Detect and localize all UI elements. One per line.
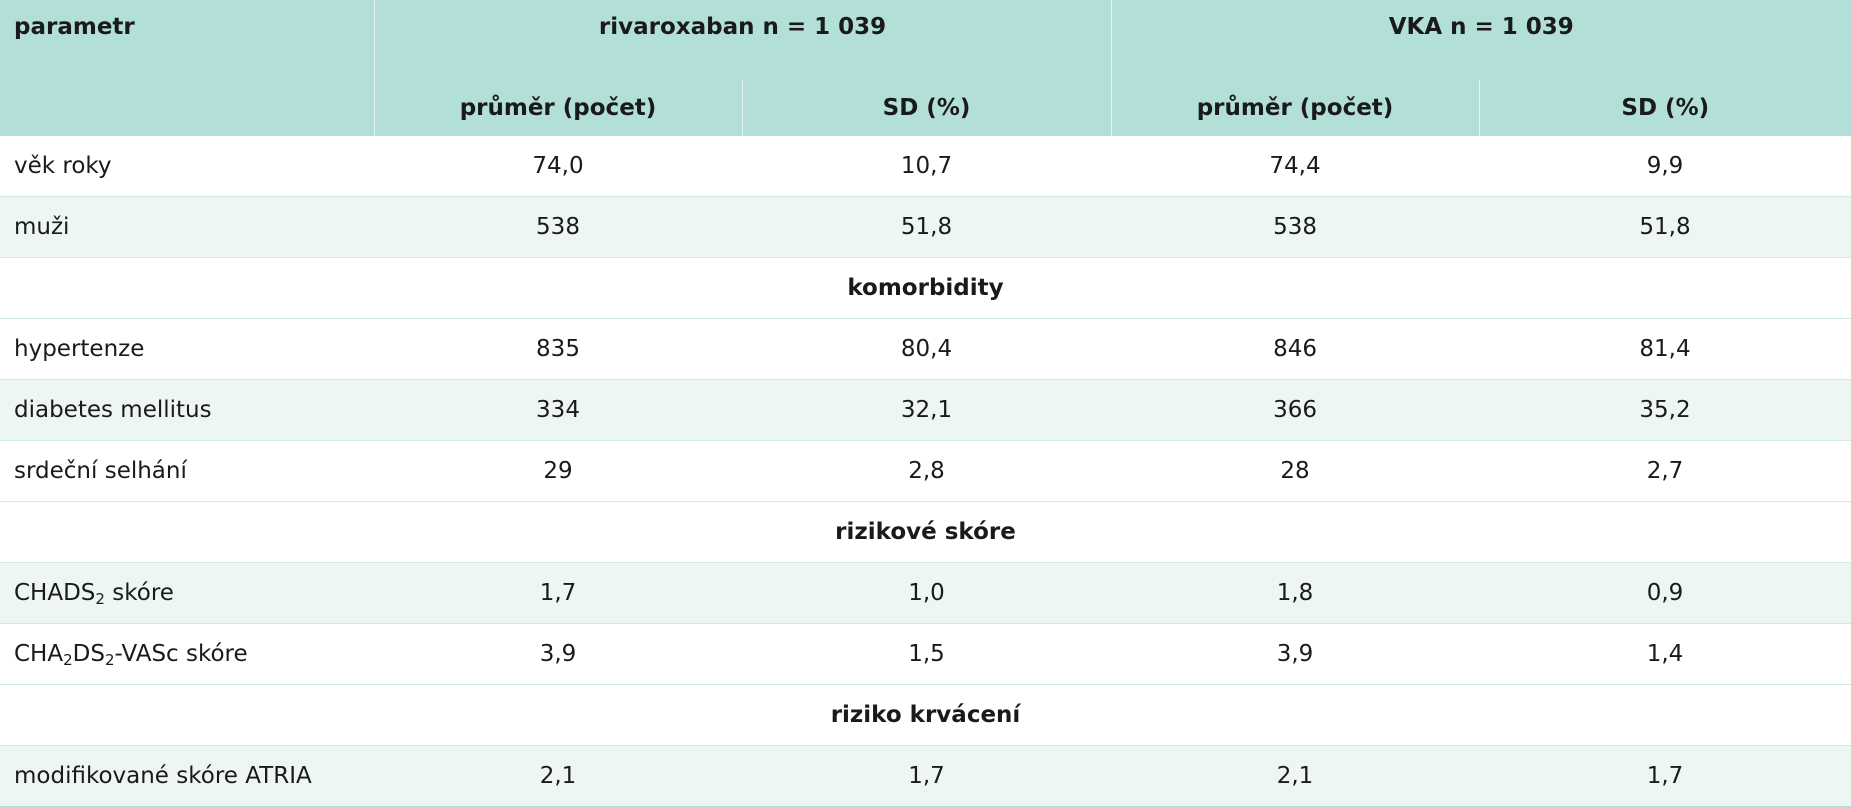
cell-v2: 1,0: [742, 562, 1112, 624]
table-row: modifikované skóre ATRIA 2,1 1,7 2,1 1,7: [0, 745, 1851, 807]
cell-v2: 10,7: [742, 136, 1112, 197]
table-row: muži 538 51,8 538 51,8: [0, 196, 1851, 258]
cell-v3: 74,4: [1111, 136, 1480, 197]
table-row: srdeční selhání 29 2,8 28 2,7: [0, 440, 1851, 502]
row-label: muži: [0, 196, 374, 258]
header-parametr: parametr: [0, 0, 374, 136]
section-title: rizikové skóre: [0, 501, 1851, 563]
subheader-vka-sd: SD (%): [1478, 80, 1851, 136]
cell-v3: 538: [1111, 196, 1480, 258]
section-row: rizikové skóre: [0, 501, 1851, 563]
subheader-rivaroxaban-mean: průměr (počet): [373, 80, 742, 136]
cell-v3: 2,1: [1111, 745, 1480, 807]
header-rivaroxaban-group: rivaroxaban n = 1 039: [373, 0, 1112, 80]
cell-v2: 1,7: [742, 745, 1112, 807]
cell-v3: 28: [1111, 440, 1480, 502]
table-body: věk roky 74,0 10,7 74,4 9,9 muži 538 51,8 538 51,…: [0, 136, 1851, 807]
cell-v3: 846: [1111, 318, 1480, 380]
cell-v1: 334: [374, 379, 742, 441]
row-label: srdeční selhání: [0, 440, 374, 502]
table-row: CHA2DS2-VASc skóre 3,9 1,5 3,9 1,4: [0, 623, 1851, 685]
label-subscript: 2: [95, 590, 105, 608]
header-vka-group: VKA n = 1 039: [1110, 0, 1851, 80]
cell-v2: 80,4: [742, 318, 1112, 380]
row-label: hypertenze: [0, 318, 374, 380]
label-subscript: 2: [104, 651, 115, 669]
label-text: skóre: [104, 580, 174, 606]
cell-v3: 1,8: [1111, 562, 1480, 624]
cell-v4: 81,4: [1479, 318, 1851, 380]
cell-v2: 32,1: [742, 379, 1112, 441]
subheader-rivaroxaban-sd: SD (%): [741, 80, 1112, 136]
section-row: riziko krvácení: [0, 684, 1851, 746]
cell-v1: 29: [374, 440, 742, 502]
row-label: modifikované skóre ATRIA: [0, 745, 374, 807]
section-title: komorbidity: [0, 257, 1851, 319]
cell-v1: 1,7: [374, 562, 742, 624]
row-label: CHA2DS2-VASc skóre: [0, 623, 374, 685]
cell-v4: 51,8: [1479, 196, 1851, 258]
table-row: diabetes mellitus 334 32,1 366 35,2: [0, 379, 1851, 441]
table-row: věk roky 74,0 10,7 74,4 9,9: [0, 136, 1851, 197]
cell-v2: 51,8: [742, 196, 1112, 258]
label-text: DS: [72, 641, 105, 667]
cell-v4: 0,9: [1479, 562, 1851, 624]
cell-v4: 2,7: [1479, 440, 1851, 502]
cell-v1: 835: [374, 318, 742, 380]
table-row: hypertenze 835 80,4 846 81,4: [0, 318, 1851, 380]
cell-v3: 3,9: [1111, 623, 1480, 685]
label-subscript: 2: [63, 651, 73, 669]
row-label: diabetes mellitus: [0, 379, 374, 441]
cell-v2: 2,8: [742, 440, 1112, 502]
label-text: CHADS: [14, 580, 96, 606]
section-title: riziko krvácení: [0, 684, 1851, 746]
subheader-vka-mean: průměr (počet): [1110, 80, 1480, 136]
table-header: parametr rivaroxaban n = 1 039 VKA n = 1…: [0, 0, 1851, 136]
cell-v2: 1,5: [742, 623, 1112, 685]
cell-v1: 74,0: [374, 136, 742, 197]
row-label: CHADS2 skóre: [0, 562, 374, 624]
section-row: komorbidity: [0, 257, 1851, 319]
cell-v4: 35,2: [1479, 379, 1851, 441]
cell-v3: 366: [1111, 379, 1480, 441]
row-label: věk roky: [0, 136, 374, 197]
cell-v4: 1,7: [1479, 745, 1851, 807]
cell-v1: 3,9: [374, 623, 742, 685]
label-text: CHA: [14, 641, 64, 667]
cell-v4: 9,9: [1479, 136, 1851, 197]
cell-v1: 2,1: [374, 745, 742, 807]
cell-v1: 538: [374, 196, 742, 258]
label-text: -VASc skóre: [114, 641, 248, 667]
cell-v4: 1,4: [1479, 623, 1851, 685]
table-row: CHADS2 skóre 1,7 1,0 1,8 0,9: [0, 562, 1851, 624]
